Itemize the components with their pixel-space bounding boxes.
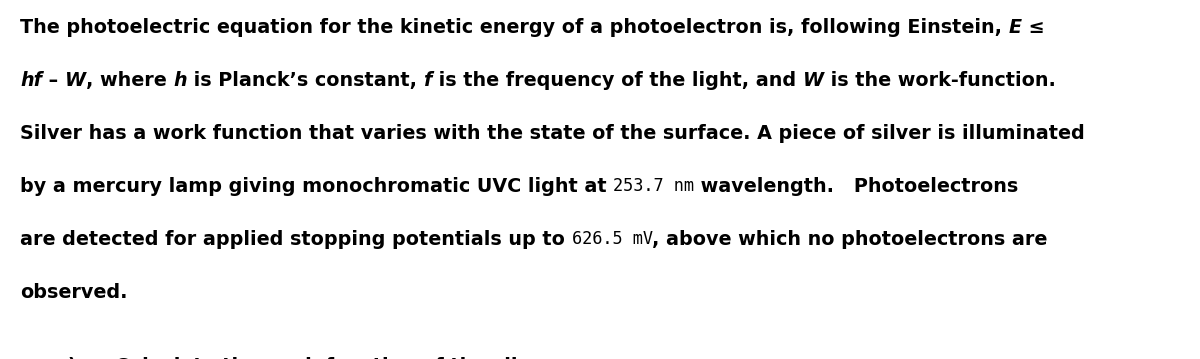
Text: Calculate the work-function of the silver.: Calculate the work-function of the silve… [115,357,557,359]
Text: 253.7 nm: 253.7 nm [613,177,695,195]
Text: W: W [803,71,823,90]
Text: ≤: ≤ [1021,18,1044,37]
Text: hf: hf [20,71,42,90]
Text: by a mercury lamp giving monochromatic UVC light at: by a mercury lamp giving monochromatic U… [20,177,613,196]
Text: h: h [173,71,187,90]
Text: The photoelectric equation for the kinetic energy of a photoelectron is, followi: The photoelectric equation for the kinet… [20,18,1009,37]
Text: , above which no photoelectrons are: , above which no photoelectrons are [653,230,1048,249]
Text: is the work-function.: is the work-function. [823,71,1056,90]
Text: f: f [424,71,432,90]
Text: , where: , where [86,71,173,90]
Text: Silver has a work function that varies with the state of the surface. A piece of: Silver has a work function that varies w… [20,124,1085,143]
Text: a): a) [55,357,77,359]
Text: 626.5 mV: 626.5 mV [571,230,653,248]
Text: is the frequency of the light, and: is the frequency of the light, and [432,71,803,90]
Text: wavelength.   Photoelectrons: wavelength. Photoelectrons [695,177,1019,196]
Text: W: W [65,71,86,90]
Text: –: – [42,71,65,90]
Text: are detected for applied stopping potentials up to: are detected for applied stopping potent… [20,230,571,249]
Text: is Planck’s constant,: is Planck’s constant, [187,71,424,90]
Text: observed.: observed. [20,283,127,302]
Text: E: E [1009,18,1021,37]
